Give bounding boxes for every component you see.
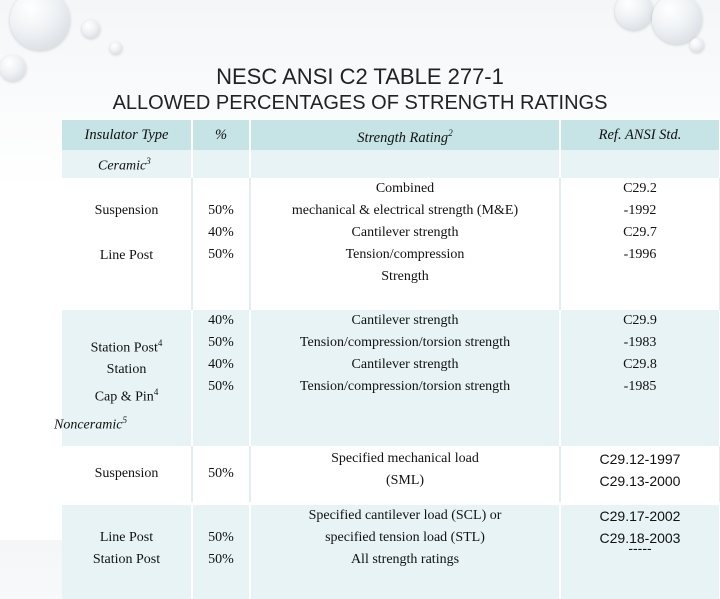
ref-value: C29.17-2002 bbox=[599, 507, 681, 524]
strength-text: Specified cantilever load (SCL) or bbox=[308, 507, 502, 523]
ref-value: C29.13-2000 bbox=[599, 472, 681, 489]
label-line-post: Line Post bbox=[99, 247, 154, 263]
ref-value: -1983 bbox=[623, 334, 657, 350]
decorative-bubble bbox=[690, 38, 704, 52]
ref-value: C29.2 bbox=[623, 180, 657, 196]
strength-text: specified tension load (STL) bbox=[325, 529, 485, 545]
label-cap-pin: Cap & Pin4 bbox=[94, 387, 159, 405]
percent-value: 50% bbox=[208, 378, 234, 394]
label-station: Station bbox=[106, 362, 147, 378]
cell-strength-rating: Combined mechanical & electrical strengt… bbox=[250, 177, 561, 310]
table-row: Suspension Line Post 50% 40% 50% Combine… bbox=[62, 177, 720, 310]
header-ref-std: Ref. ANSI Std. bbox=[560, 120, 720, 150]
slide-title-line2: ALLOWED PERCENTAGES OF STRENGTH RATINGS bbox=[112, 92, 608, 114]
percent-value: 50% bbox=[208, 246, 234, 262]
cell-strength-rating: Cantilever strength Tension/compression/… bbox=[250, 309, 561, 446]
decorative-bubble bbox=[82, 20, 100, 38]
percent-value: 50% bbox=[208, 202, 234, 218]
strength-text: Combined bbox=[375, 180, 435, 196]
ref-value: -1992 bbox=[623, 202, 657, 218]
label-station-post: Station Post bbox=[92, 551, 161, 567]
ref-value: -1985 bbox=[623, 378, 657, 394]
table-header-row: Insulator Type % Strength Rating2 Ref. A… bbox=[62, 120, 720, 150]
cell-ref-std: C29.2 -1992 C29.7 -1996 bbox=[560, 177, 720, 310]
cell-percent: 50% 50% bbox=[192, 504, 251, 599]
percent-value: 40% bbox=[208, 356, 234, 372]
cell-insulator-type: Line Post Station Post bbox=[62, 504, 193, 599]
percent-value: 40% bbox=[208, 312, 234, 328]
strength-text: Cantilever strength bbox=[351, 312, 459, 328]
strength-text: Cantilever strength bbox=[351, 224, 459, 240]
strength-text: Specified mechanical load bbox=[331, 450, 479, 466]
strength-text: Strength bbox=[381, 268, 429, 284]
cell-strength-rating: Specified mechanical load (SML) bbox=[250, 445, 561, 502]
ref-value: ----- bbox=[628, 539, 652, 556]
label-suspension: Suspension bbox=[94, 202, 159, 218]
ref-value: C29.8 bbox=[623, 356, 657, 372]
label-station-post: Station Post4 bbox=[90, 337, 163, 356]
percent-value: 50% bbox=[208, 529, 234, 545]
header-percent: % bbox=[192, 120, 251, 150]
cell-ref-std: C29.12-1997 C29.13-2000 bbox=[560, 445, 720, 502]
percent-value: 50% bbox=[192, 445, 251, 502]
table-row: Suspension 50% Specified mechanical load… bbox=[62, 445, 720, 502]
decorative-bubble bbox=[110, 42, 122, 54]
percent-value: 40% bbox=[208, 224, 234, 240]
decorative-bubble bbox=[0, 55, 26, 81]
strength-text: mechanical & electrical strength (M&E) bbox=[291, 202, 519, 218]
header-insulator-type: Insulator Type bbox=[62, 120, 193, 150]
label-line-post: Line Post bbox=[99, 529, 154, 545]
cell-strength-rating: Specified cantilever load (SCL) or speci… bbox=[250, 504, 561, 599]
label-nonceramic-suspension: Suspension bbox=[62, 445, 193, 502]
section-label-nonceramic: Nonceramic5 bbox=[54, 414, 127, 433]
table-row: Station Post4 Station Cap & Pin4 Noncera… bbox=[54, 309, 720, 446]
cell-ref-std: C29.9 -1983 C29.8 -1985 bbox=[560, 309, 720, 446]
slide-title-line1: NESC ANSI C2 TABLE 277-1 bbox=[216, 64, 504, 89]
table-row: Line Post Station Post 50% 50% Specified… bbox=[62, 504, 720, 599]
decorative-bubble bbox=[615, 0, 653, 30]
header-strength-rating: Strength Rating2 bbox=[250, 120, 561, 150]
section-label-ceramic: Ceramic3 bbox=[62, 150, 193, 178]
percent-value: 50% bbox=[208, 334, 234, 350]
strength-text: Cantilever strength bbox=[351, 356, 459, 372]
cell-percent: 40% 50% 40% 50% bbox=[192, 309, 251, 446]
strength-text: All strength ratings bbox=[350, 551, 460, 567]
ref-value: C29.9 bbox=[623, 312, 657, 328]
strength-ratings-table: Insulator Type % Strength Rating2 Ref. A… bbox=[54, 120, 720, 599]
cell-percent: 50% 40% 50% bbox=[192, 177, 251, 310]
decorative-bubble bbox=[10, 0, 70, 50]
strength-text: (SML) bbox=[385, 472, 425, 488]
ref-value: C29.7 bbox=[623, 224, 657, 240]
cell-ref-std: C29.17-2002 C29.18-2003 ----- bbox=[560, 504, 720, 599]
ref-value: -1996 bbox=[623, 246, 657, 262]
percent-value: 50% bbox=[208, 551, 234, 567]
table-row: Ceramic3 bbox=[62, 150, 720, 178]
ref-value: C29.12-1997 bbox=[599, 450, 681, 467]
strength-text: Tension/compression/torsion strength bbox=[299, 378, 511, 394]
strength-text: Tension/compression bbox=[345, 246, 465, 262]
cell-insulator-type: Suspension Line Post bbox=[62, 177, 193, 310]
decorative-bubble bbox=[652, 0, 702, 44]
cell-insulator-type: Station Post4 Station Cap & Pin4 Noncera… bbox=[54, 309, 193, 446]
strength-text: Tension/compression/torsion strength bbox=[299, 334, 511, 350]
